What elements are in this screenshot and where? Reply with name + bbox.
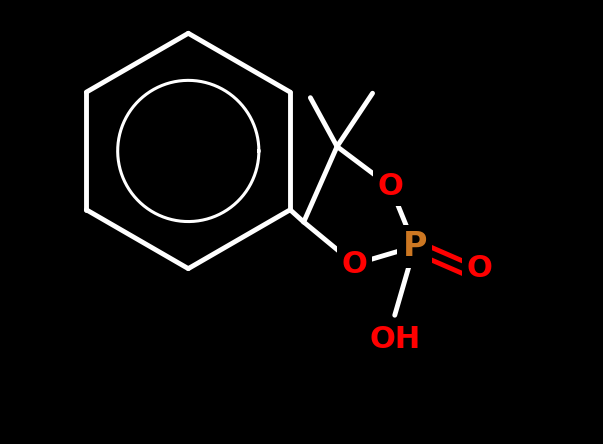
Text: OH: OH [369,325,420,354]
Text: O: O [466,254,492,283]
Text: O: O [377,172,403,201]
Text: O: O [342,250,368,279]
Text: P: P [402,230,427,263]
